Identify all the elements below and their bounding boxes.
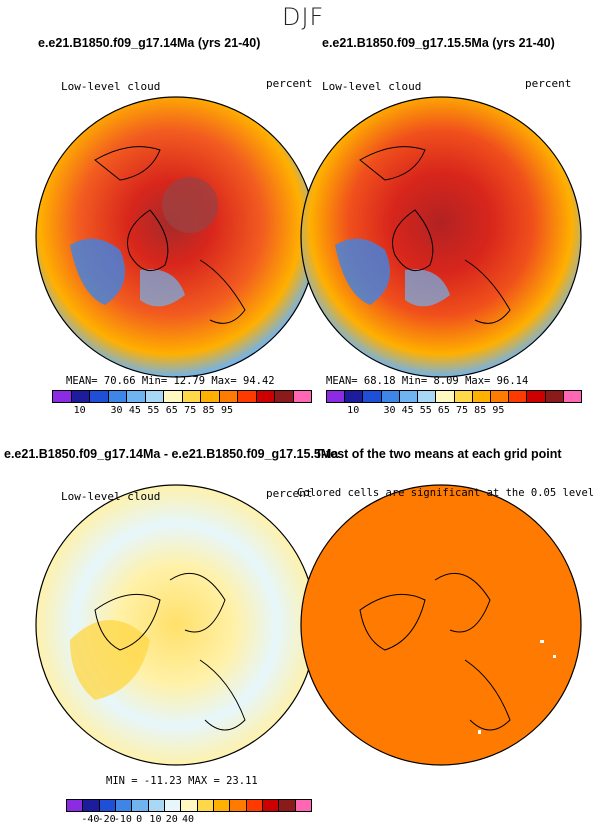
colorbar-swatch xyxy=(509,391,528,402)
colorbar-tick-label: 95 xyxy=(221,405,234,416)
colorbar-swatch xyxy=(230,800,247,811)
panel-3-variable-label: Low-level cloud xyxy=(61,490,161,503)
colorbar-tick-label: 85 xyxy=(202,405,215,416)
colorbar-swatch xyxy=(238,391,257,402)
colorbar-swatch xyxy=(127,391,146,402)
panel-3-title: e.e21.B1850.f09_g17.14Ma - e.e21.B1850.f… xyxy=(4,447,339,461)
panel-3-units-label: percent xyxy=(266,487,313,500)
colorbar-tick-label: 55 xyxy=(147,405,160,416)
colorbar-swatch xyxy=(527,391,546,402)
colorbar-tick-label: 40 xyxy=(181,814,195,825)
colorbar-swatch xyxy=(472,391,491,402)
colorbar-swatch xyxy=(545,391,564,402)
colorbar-tick-label: 75 xyxy=(184,405,197,416)
colorbar-swatch xyxy=(182,391,201,402)
panel-4-significance-note: Colored cells are significant at the 0.0… xyxy=(297,487,595,499)
colorbar-swatch xyxy=(219,391,238,402)
colorbar-swatch xyxy=(345,391,364,402)
colorbar-panel-2 xyxy=(326,390,582,403)
figure-title: DJF xyxy=(282,3,325,31)
colorbar-tick-label: 30 xyxy=(383,405,396,416)
colorbar-swatch xyxy=(71,391,90,402)
colorbar-tick-label: 45 xyxy=(128,405,141,416)
colorbar-tick-label: 10 xyxy=(347,405,360,416)
colorbar-swatch xyxy=(132,800,149,811)
colorbar-tick-label: 85 xyxy=(474,405,487,416)
colorbar-swatch xyxy=(99,800,116,811)
colorbar-tick-label: 20 xyxy=(165,814,178,825)
colorbar-swatch xyxy=(436,391,455,402)
colorbar-tick-label: 30 xyxy=(110,405,123,416)
colorbar-swatch xyxy=(148,800,165,811)
panel-3-stats: MIN = -11.23 MAX = 23.11 xyxy=(106,775,258,787)
colorbar-tick-label: 65 xyxy=(165,405,178,416)
colorbar-swatch xyxy=(181,800,198,811)
panel-4-title: T-test of the two means at each grid poi… xyxy=(315,447,562,461)
colorbar-tick-label: -20 xyxy=(97,814,116,825)
colorbar-panel-1 xyxy=(52,390,312,403)
panel-1-variable-label: Low-level cloud xyxy=(61,80,161,93)
colorbar-tick-label: 65 xyxy=(437,405,450,416)
map-4-disc xyxy=(300,484,582,766)
colorbar-swatch xyxy=(83,800,100,811)
colorbar-swatch xyxy=(197,800,214,811)
colorbar-swatch xyxy=(201,391,220,402)
colorbar-swatch xyxy=(90,391,109,402)
map-1-disc xyxy=(35,96,317,378)
panel-1-units-label: percent xyxy=(266,77,313,90)
panel-1-title: e.e21.B1850.f09_g17.14Ma (yrs 21-40) xyxy=(38,36,261,50)
panel-2-title: e.e21.B1850.f09_g17.15.5Ma (yrs 21-40) xyxy=(322,36,555,50)
colorbar-swatch xyxy=(454,391,473,402)
colorbar-swatch xyxy=(145,391,164,402)
colorbar-tick-label: 45 xyxy=(401,405,414,416)
colorbar-swatch xyxy=(213,800,231,811)
colorbar-swatch xyxy=(381,391,400,402)
panel-2-variable-label: Low-level cloud xyxy=(322,80,422,93)
colorbar-tick-label: -40 xyxy=(81,814,100,825)
colorbar-swatch xyxy=(246,800,263,811)
colorbar-swatch xyxy=(115,800,133,811)
colorbar-panel-3 xyxy=(66,799,312,812)
map-2-disc xyxy=(300,96,582,378)
colorbar-tick-label: 75 xyxy=(456,405,469,416)
colorbar-swatch xyxy=(293,391,311,402)
colorbar-swatch xyxy=(327,391,346,402)
panel-2-stats: MEAN= 68.18 Min= 8.09 Max= 96.14 xyxy=(326,375,529,387)
colorbar-swatch xyxy=(295,800,311,811)
colorbar-swatch xyxy=(279,800,296,811)
colorbar-swatch xyxy=(164,391,183,402)
colorbar-swatch xyxy=(53,391,72,402)
panel-1-stats: MEAN= 70.66 Min= 12.79 Max= 94.42 xyxy=(66,375,275,387)
panel-2-units-label: percent xyxy=(525,77,572,90)
colorbar-swatch xyxy=(275,391,294,402)
colorbar-swatch xyxy=(164,800,182,811)
map-3-disc xyxy=(35,484,317,766)
colorbar-swatch xyxy=(256,391,275,402)
colorbar-tick-label: 10 xyxy=(149,814,162,825)
colorbar-swatch xyxy=(563,391,582,402)
colorbar-tick-label: 10 xyxy=(73,405,86,416)
colorbar-tick-label: -10 xyxy=(113,814,132,825)
colorbar-swatch xyxy=(108,391,127,402)
colorbar-tick-label: 55 xyxy=(419,405,432,416)
colorbar-tick-label: 95 xyxy=(492,405,505,416)
colorbar-swatch xyxy=(262,800,280,811)
colorbar-swatch xyxy=(490,391,510,402)
colorbar-tick-label: 0 xyxy=(136,814,143,825)
colorbar-swatch xyxy=(418,391,437,402)
colorbar-swatch xyxy=(363,391,382,402)
colorbar-swatch xyxy=(67,800,84,811)
colorbar-swatch xyxy=(399,391,419,402)
